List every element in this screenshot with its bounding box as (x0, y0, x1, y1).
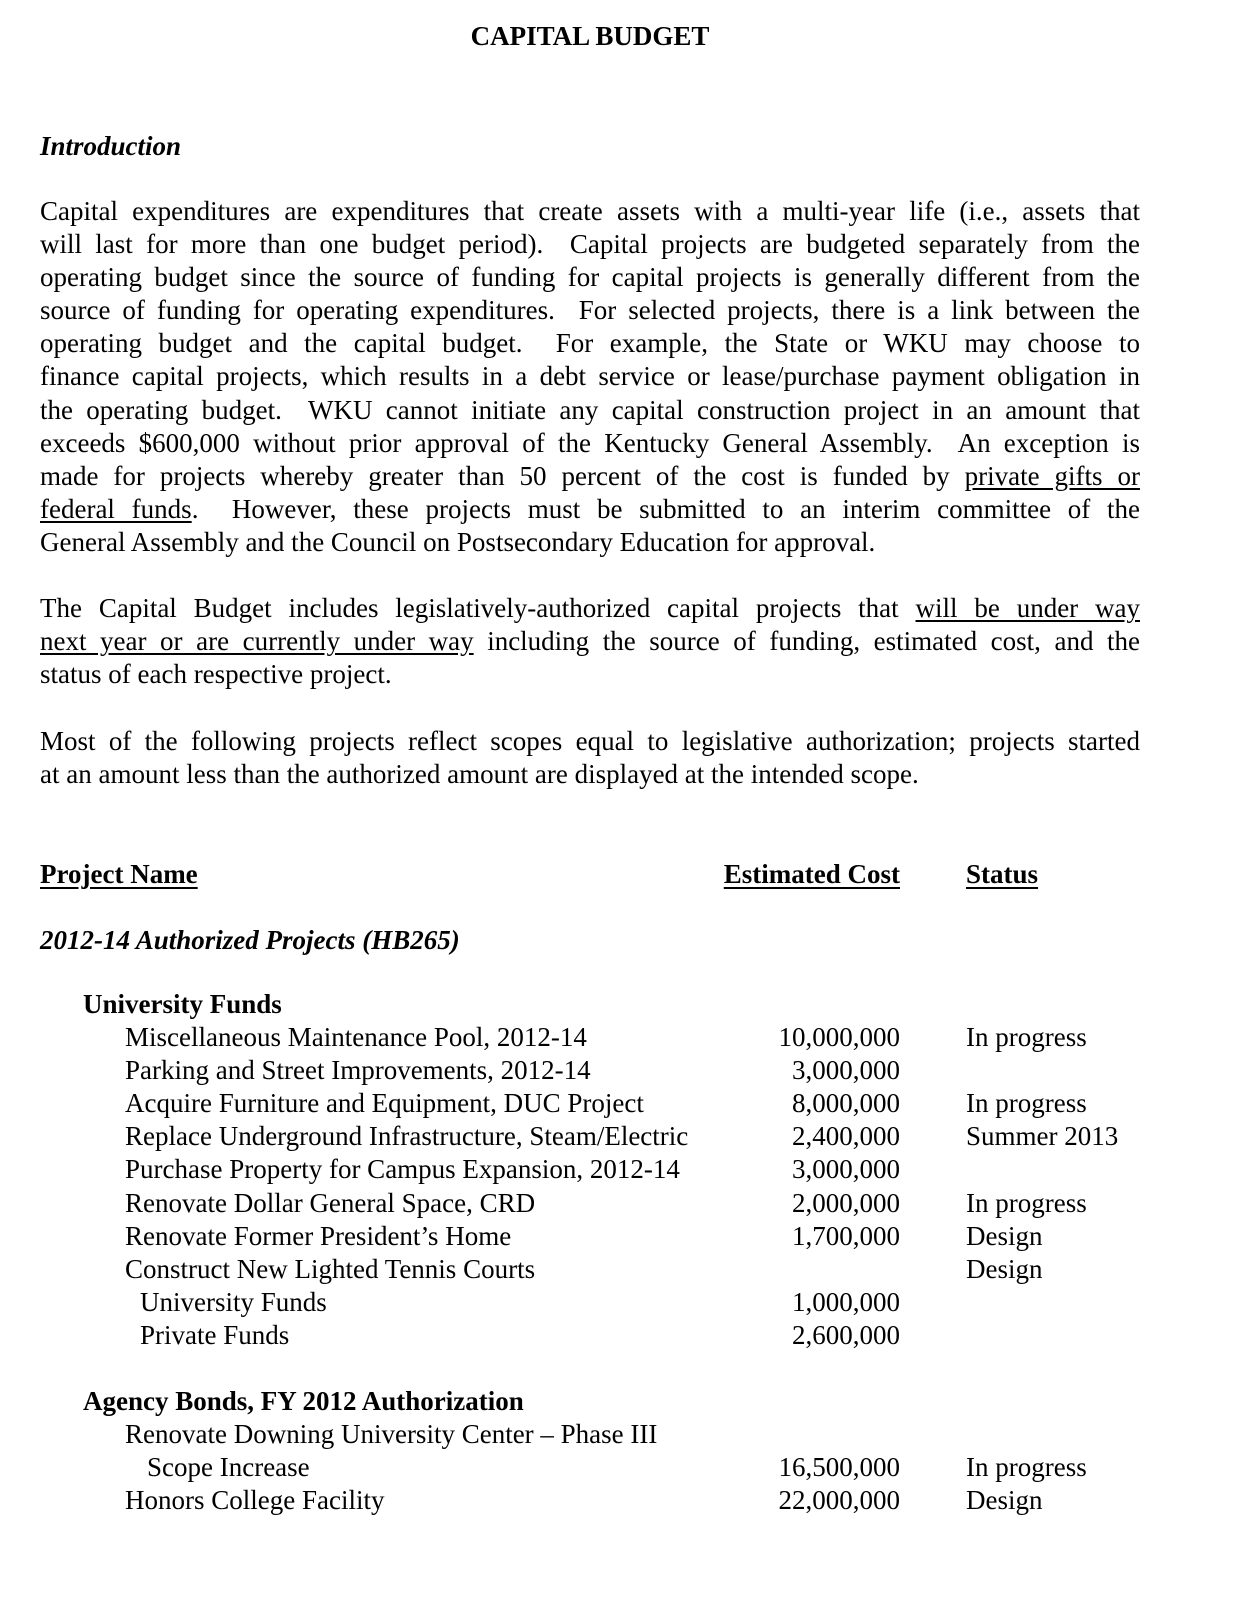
estimated-cost: 2,000,000 (792, 1187, 900, 1218)
text-segment: including the source of funding, estimat… (473, 626, 1140, 657)
text-line: source of funding for operating expendit… (40, 294, 1140, 327)
text-segment: operating budget since the source of fun… (40, 262, 1140, 293)
estimated-cost: 1,000,000 (792, 1286, 900, 1317)
text-line: Most of the following projects reflect s… (40, 725, 1140, 758)
table-row: Replace Underground Infrastructure, Stea… (0, 1120, 1237, 1153)
text-segment: status of each respective project. (40, 659, 392, 690)
project-name: Parking and Street Improvements, 2012-14 (125, 1055, 591, 1086)
estimated-cost: 1,700,000 (792, 1220, 900, 1251)
text-line: at an amount less than the authorized am… (40, 758, 1140, 791)
project-status: Summer 2013 (966, 1121, 1119, 1152)
table-row: Miscellaneous Maintenance Pool, 2012-14 1… (0, 1021, 1237, 1054)
text-line: made for projects whereby greater than 5… (40, 460, 1140, 493)
project-name: Miscellaneous Maintenance Pool, 2012-14 (125, 1022, 587, 1053)
estimated-cost: 22,000,000 (778, 1485, 901, 1516)
project-name: University Funds (140, 1286, 327, 1317)
text-segment: made for projects whereby greater than 5… (40, 460, 965, 491)
text-segment: the operating budget. WKU cannot initiat… (40, 394, 1140, 425)
column-header-estimated-cost: Estimated Cost (723, 859, 900, 889)
table-section-title: 2012-14 Authorized Projects (HB265) (40, 925, 460, 955)
group-heading: Agency Bonds, FY 2012 Authorization (83, 1386, 524, 1416)
project-name: Acquire Furniture and Equipment, DUC Pro… (125, 1088, 644, 1119)
table-row: Parking and Street Improvements, 2012-14… (0, 1054, 1237, 1087)
text-line: The Capital Budget includes legislativel… (40, 592, 1140, 625)
text-line: operating budget and the capital budget.… (40, 327, 1140, 360)
table-row: University Funds 1,000,000 (0, 1286, 1237, 1319)
project-name: Renovate Dollar General Space, CRD (125, 1187, 536, 1218)
project-status: In progress (966, 1187, 1087, 1218)
project-name: Construct New Lighted Tennis Courts (125, 1253, 536, 1284)
underlined-text: will be under way (915, 593, 1140, 623)
section-heading-introduction: Introduction (40, 131, 182, 161)
text-line: federal funds. However, these projects m… (40, 493, 1140, 526)
text-line: Capital expenditures are expenditures th… (40, 195, 1140, 228)
project-status: Design (966, 1485, 1043, 1516)
estimated-cost: 8,000,000 (792, 1088, 900, 1119)
text-line: status of each respective project. (40, 658, 1140, 691)
page-title: CAPITAL BUDGET (470, 21, 710, 51)
text-line: operating budget since the source of fun… (40, 261, 1140, 294)
text-segment: will last for more than one budget perio… (40, 229, 1140, 260)
group-heading: University Funds (83, 989, 282, 1019)
project-name: Replace Underground Infrastructure, Stea… (125, 1121, 689, 1152)
text-line: General Assembly and the Council on Post… (40, 526, 1140, 559)
estimated-cost: 16,500,000 (778, 1452, 901, 1483)
table-row: Renovate Downing University Center – Pha… (0, 1418, 1237, 1451)
column-header-project-name: Project Name (40, 859, 198, 889)
text-line: will last for more than one budget perio… (40, 228, 1140, 261)
text-line: exceeds $600,000 without prior approval … (40, 427, 1140, 460)
paragraph: Capital expenditures are expenditures th… (40, 195, 1140, 559)
estimated-cost: 2,400,000 (792, 1121, 900, 1152)
project-group: University Funds Miscellaneous Maintenanc… (0, 988, 1237, 1352)
project-status: In progress (966, 1452, 1087, 1483)
table-row: Acquire Furniture and Equipment, DUC Pro… (0, 1087, 1237, 1120)
project-status: Design (966, 1253, 1043, 1284)
project-name: Purchase Property for Campus Expansion, … (125, 1154, 680, 1185)
text-segment: at an amount less than the authorized am… (40, 759, 919, 790)
project-name: Honors College Facility (125, 1485, 385, 1516)
table-row: Renovate Former President’s Home 1,700,00… (0, 1220, 1237, 1253)
text-line: finance capital projects, which results … (40, 360, 1140, 393)
project-group: Agency Bonds, FY 2012 Authorization Renov… (0, 1385, 1237, 1517)
table-row: Renovate Dollar General Space, CRD 2,000,… (0, 1187, 1237, 1220)
paragraph: The Capital Budget includes legislativel… (40, 592, 1140, 691)
project-status: In progress (966, 1088, 1087, 1119)
text-segment: Capital expenditures are expenditures th… (40, 196, 1140, 226)
project-name: Scope Increase (147, 1452, 310, 1483)
table-row: Purchase Property for Campus Expansion, … (0, 1153, 1237, 1186)
estimated-cost: 2,600,000 (792, 1319, 900, 1350)
text-segment: The Capital Budget includes legislativel… (40, 593, 916, 623)
text-segment: General Assembly and the Council on Post… (40, 526, 876, 557)
text-segment: source of funding for operating expendit… (40, 295, 1140, 326)
underlined-text: private gifts or (964, 460, 1140, 491)
column-header-status: Status (966, 859, 1039, 889)
table-row: Construct New Lighted Tennis Courts Desig… (0, 1253, 1237, 1286)
estimated-cost: 3,000,000 (792, 1154, 900, 1185)
table-row: Honors College Facility 22,000,000 Design (0, 1484, 1237, 1517)
text-segment: . However, these projects must be submit… (191, 493, 1141, 524)
project-name: Renovate Downing University Center – Pha… (125, 1419, 658, 1450)
underlined-text: next year or are currently under way (40, 626, 474, 657)
underlined-text: federal funds (40, 493, 192, 524)
paragraph: Most of the following projects reflect s… (40, 725, 1140, 791)
project-name: Private Funds (140, 1319, 290, 1350)
text-line: next year or are currently under way inc… (40, 625, 1140, 658)
table-row: Private Funds 2,600,000 (0, 1319, 1237, 1352)
project-name: Renovate Former President’s Home (125, 1220, 512, 1251)
text-segment: exceeds $600,000 without prior approval … (40, 427, 1140, 458)
text-segment: finance capital projects, which results … (40, 361, 1140, 392)
text-line: the operating budget. WKU cannot initiat… (40, 394, 1140, 427)
estimated-cost: 3,000,000 (792, 1055, 900, 1086)
project-status: In progress (966, 1022, 1087, 1053)
project-status: Design (966, 1220, 1043, 1251)
table-row: Scope Increase 16,500,000 In progress (0, 1451, 1237, 1484)
text-segment: Most of the following projects reflect s… (40, 726, 1140, 756)
text-segment: operating budget and the capital budget.… (40, 328, 1140, 359)
estimated-cost: 10,000,000 (778, 1022, 901, 1053)
